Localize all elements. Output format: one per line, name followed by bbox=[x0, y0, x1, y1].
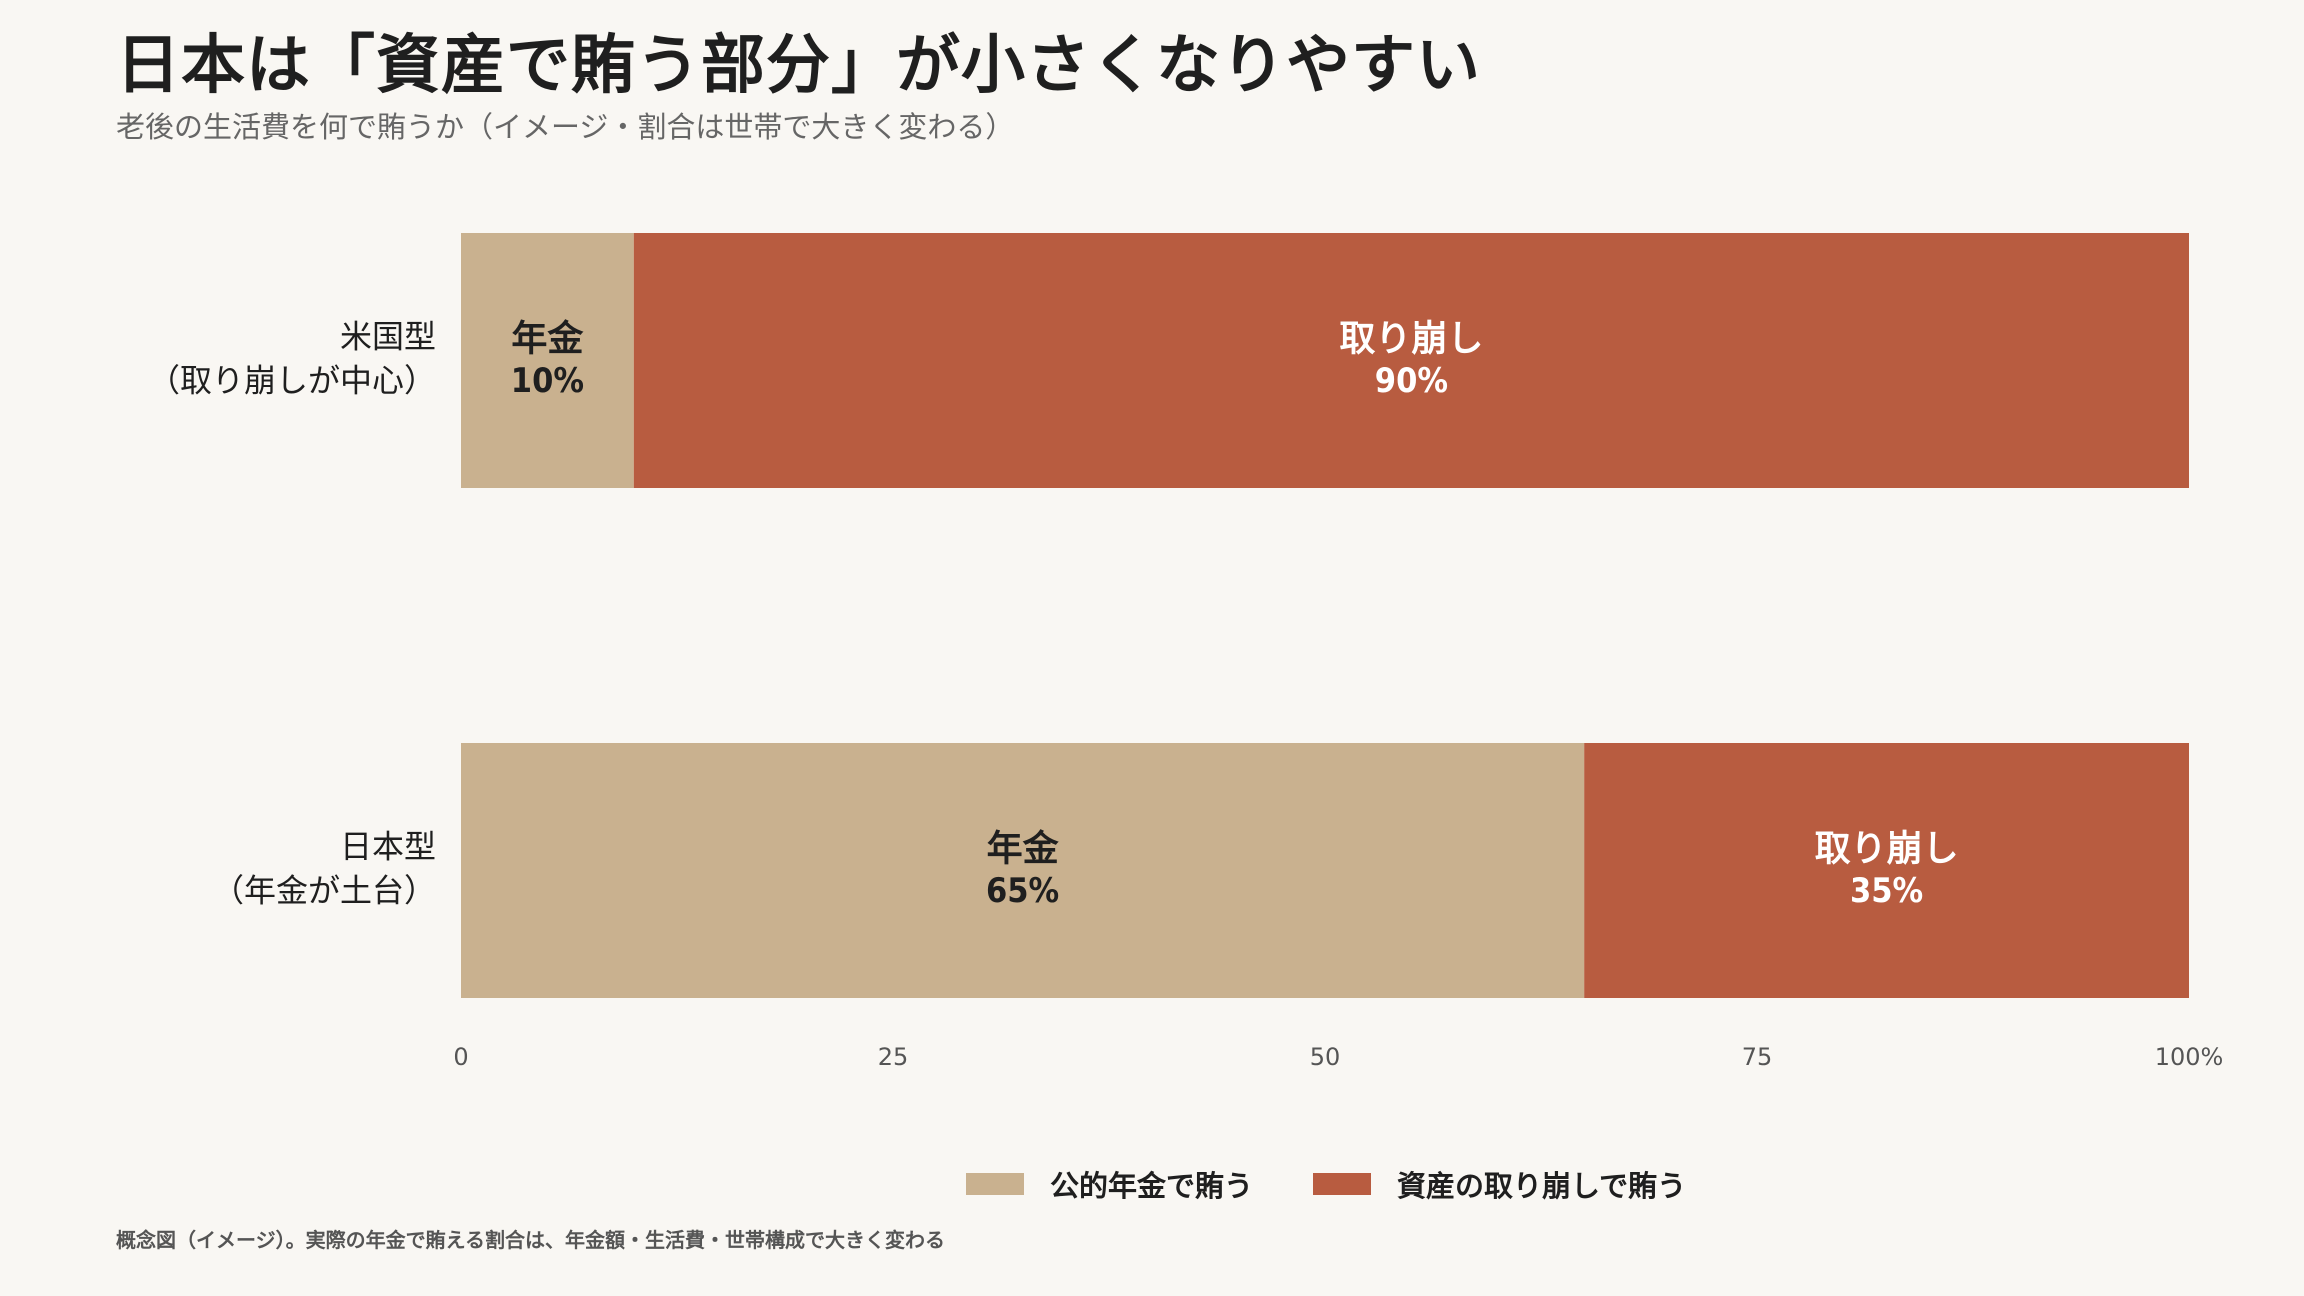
x-tick-label-1: 25 bbox=[878, 1043, 909, 1071]
data-label-0-1: 65% bbox=[986, 871, 1059, 911]
segment-label-0-0: 年金 bbox=[511, 318, 584, 360]
category-sublabel-1: （年金が土台） bbox=[212, 872, 436, 910]
data-label-1-0: 90% bbox=[1375, 361, 1448, 401]
bar-segment-0-1 bbox=[461, 743, 1585, 998]
legend-item-withdrawal: 資産の取り崩しで賄う bbox=[1313, 1163, 1686, 1205]
bar-segment-0-0 bbox=[461, 233, 634, 488]
category-sublabel-0: （取り崩しが中心） bbox=[148, 362, 436, 400]
footnote: 概念図（イメージ）。実際の年金で賄える割合は、年金額・生活費・世帯構成で大きく変… bbox=[116, 1228, 945, 1252]
legend-label-withdrawal: 資産の取り崩しで賄う bbox=[1397, 1169, 1687, 1203]
category-label-1: 日本型 bbox=[340, 828, 436, 866]
segment-label-1-0: 取り崩し bbox=[1339, 319, 1483, 360]
bar-segment-1-0 bbox=[633, 233, 2189, 488]
data-label-1-1: 35% bbox=[1850, 871, 1923, 911]
chart-title: 日本は「資産で賄う部分」が小さくなりやすい bbox=[116, 29, 1481, 103]
legend-label-pension: 公的年金で賄う bbox=[1050, 1169, 1254, 1203]
segment-label-0-1: 年金 bbox=[987, 828, 1060, 870]
legend-swatch-withdrawal bbox=[1313, 1173, 1372, 1195]
x-tick-label-2: 50 bbox=[1310, 1043, 1341, 1071]
data-label-0-0: 10% bbox=[511, 361, 584, 401]
legend-item-pension: 公的年金で賄う bbox=[966, 1163, 1253, 1205]
x-tick-label-4: 100% bbox=[2155, 1043, 2224, 1071]
x-tick-label-3: 75 bbox=[1742, 1043, 1773, 1071]
legend: 公的年金で賄う 資産の取り崩しで賄う bbox=[966, 1163, 1746, 1205]
category-label-0: 米国型 bbox=[340, 318, 436, 356]
segment-label-1-1: 取り崩し bbox=[1815, 829, 1959, 870]
bar-segment-1-1 bbox=[1584, 743, 2189, 998]
legend-swatch-pension bbox=[966, 1173, 1024, 1195]
chart-subtitle: 老後の生活費を何で賄うか（イメージ・割合は世帯で大きく変わる） bbox=[116, 110, 1015, 144]
x-tick-label-0: 0 bbox=[453, 1043, 468, 1071]
